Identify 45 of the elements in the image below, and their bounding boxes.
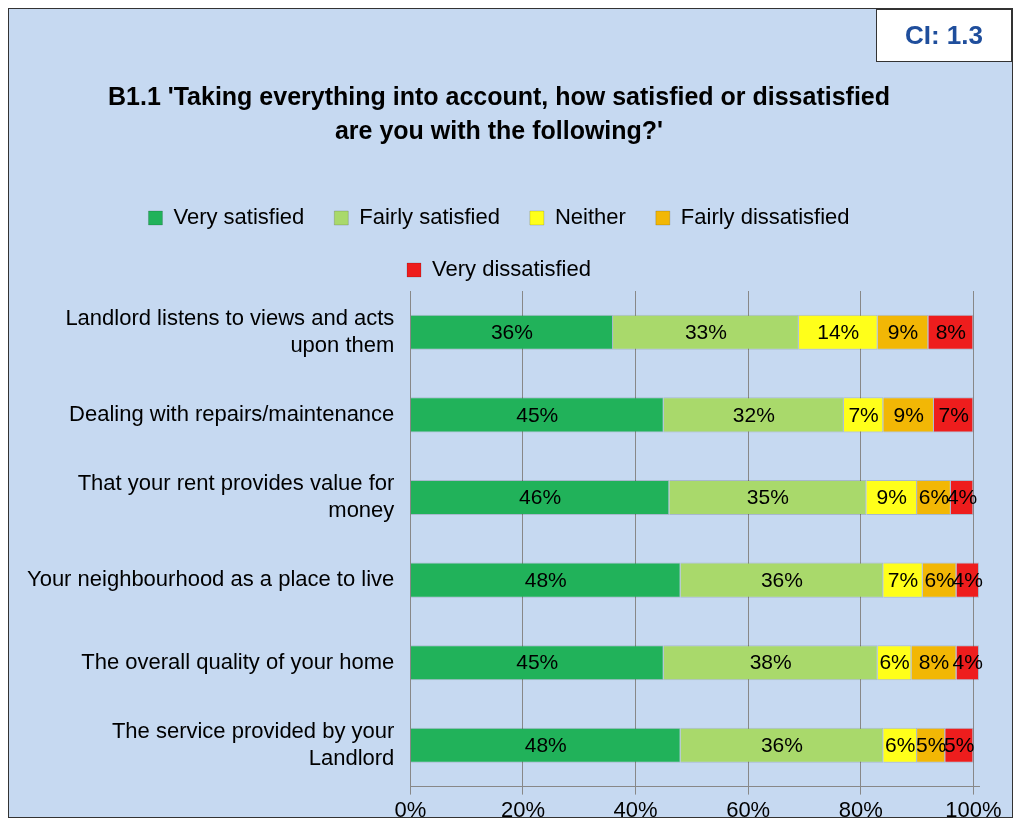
data-label: 7% (848, 402, 879, 426)
data-label: 33% (684, 320, 727, 344)
y-tick-label: The service provided by your Landlord (111, 718, 395, 770)
legend-label: Very dissatisfied (432, 256, 591, 282)
data-label: 9% (876, 485, 907, 509)
data-label: 45% (516, 650, 559, 674)
data-label: 6% (885, 733, 916, 757)
legend-label: Fairly satisfied (359, 204, 500, 230)
data-label: 6% (879, 650, 910, 674)
legend-label: Neither (554, 204, 626, 230)
x-tick-label: 40% (613, 796, 658, 822)
legend-label: Fairly dissatisfied (680, 204, 850, 230)
data-label: 36% (760, 733, 803, 757)
y-tick-label: Your neighbourhood as a place to live (26, 566, 395, 592)
x-tick-label: 20% (500, 796, 545, 822)
chart-title: B1.1 'Taking everything into account, how satisfied or dissatisfied are you with the following?' (107, 81, 891, 146)
y-tick-label: Landlord listens to views and acts upon them (65, 305, 395, 357)
x-tick-label: 80% (838, 796, 883, 822)
data-label: 8% (935, 320, 967, 344)
data-label: 48% (524, 567, 567, 591)
data-label: 48% (524, 733, 567, 757)
legend-label: Very satisfied (173, 204, 305, 230)
data-label: 38% (749, 650, 792, 674)
data-label: 5% (944, 733, 975, 757)
x-tick-label: 0% (394, 796, 427, 822)
data-label: 36% (490, 320, 533, 344)
text: CI: 1.3 (875, 9, 1012, 62)
data-label: 6% (924, 567, 955, 591)
data-label: 32% (732, 402, 775, 426)
data-label: 9% (887, 320, 919, 344)
y-tick-label: The overall quality of your home (81, 648, 395, 674)
x-tick-label: 100% (945, 796, 1002, 822)
data-label: 35% (746, 485, 789, 509)
data-label: 36% (760, 567, 803, 591)
data-label: 45% (516, 402, 559, 426)
data-label: 14% (817, 320, 860, 344)
x-tick-label: 60% (726, 796, 771, 822)
data-label: 6% (918, 485, 950, 509)
data-label: 8% (918, 650, 950, 674)
data-label: 7% (938, 402, 969, 426)
y-tick-label: Dealing with repairs/maintenance (69, 400, 395, 426)
data-label: 46% (519, 485, 562, 509)
data-label: 9% (893, 402, 924, 426)
data-label: 7% (887, 567, 919, 591)
y-tick-label: That your rent provides value for money (77, 470, 395, 522)
